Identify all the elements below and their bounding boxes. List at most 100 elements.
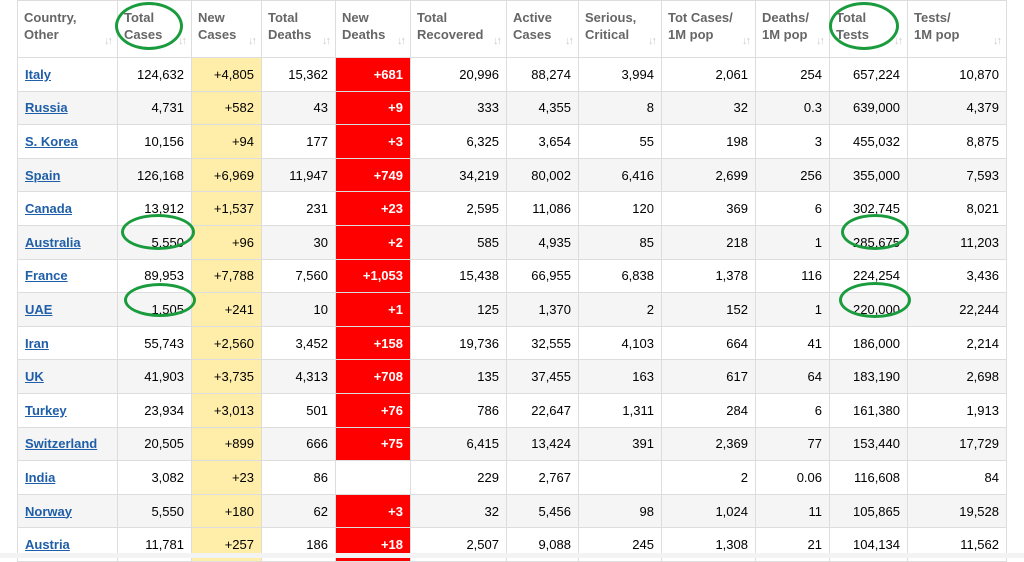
cell-total-cases: 5,550 — [117, 224, 192, 260]
cell-new-deaths: +75 — [335, 426, 411, 462]
column-header-line2: Other — [24, 27, 59, 42]
cell-tests-1m: 8,875 — [907, 124, 1007, 159]
sort-arrows-icon[interactable]: ↓↑ — [816, 35, 825, 47]
column-header-serious-critical[interactable]: Serious, Critical ↓↑ — [578, 0, 662, 58]
column-header-line2: Cases — [513, 27, 552, 42]
cell-deaths-1m: 41 — [755, 325, 830, 361]
cell-country: S. Korea — [17, 124, 118, 159]
sort-arrows-icon[interactable]: ↓↑ — [565, 35, 574, 47]
country-link[interactable]: UK — [25, 369, 44, 385]
sort-arrows-icon[interactable]: ↓↑ — [178, 35, 187, 47]
sort-arrows-icon[interactable]: ↓↑ — [993, 35, 1002, 47]
cell-new-cases: +582 — [191, 90, 262, 126]
column-header-country[interactable]: Country, Other ↓↑ — [17, 0, 118, 58]
country-link[interactable]: Russia — [25, 100, 68, 116]
country-link[interactable]: Switzerland — [25, 436, 98, 452]
country-link[interactable]: S. Korea — [25, 133, 78, 149]
cell-tot-cases-1m: 198 — [661, 124, 756, 159]
cell-active-cases: 88,274 — [506, 57, 579, 92]
cell-new-cases: +899 — [191, 426, 262, 462]
column-header-line1: Tot Cases/ — [668, 10, 733, 25]
country-link[interactable]: Spain — [25, 167, 61, 183]
cell-new-deaths: +3 — [335, 493, 411, 529]
column-header-total-recovered[interactable]: Total Recovered ↓↑ — [410, 0, 507, 58]
cell-new-deaths: +1 — [335, 292, 411, 327]
column-header-line1: Total — [268, 10, 299, 25]
cell-active-cases: 66,955 — [506, 258, 579, 294]
cell-tests-1m: 22,244 — [907, 292, 1007, 327]
cell-total-deaths: 62 — [261, 493, 336, 529]
sort-arrows-icon[interactable]: ↓↑ — [648, 35, 657, 47]
cell-total-deaths: 15,362 — [261, 57, 336, 92]
country-link[interactable]: Norway — [25, 503, 72, 519]
column-header-line2: 1M pop — [762, 27, 808, 42]
cell-total-deaths: 43 — [261, 90, 336, 126]
cell-new-deaths: +23 — [335, 191, 411, 226]
country-link[interactable]: UAE — [25, 301, 53, 317]
cell-serious-critical: 163 — [578, 359, 662, 394]
cell-serious-critical: 1,311 — [578, 392, 662, 428]
sort-arrows-icon[interactable]: ↓↑ — [104, 35, 113, 47]
sort-arrows-icon[interactable]: ↓↑ — [248, 35, 257, 47]
cell-total-deaths: 10 — [261, 292, 336, 327]
country-link[interactable]: Iran — [25, 335, 49, 351]
sort-arrows-icon[interactable]: ↓↑ — [322, 35, 331, 47]
cell-deaths-1m: 1 — [755, 224, 830, 260]
sort-arrows-icon[interactable]: ↓↑ — [397, 35, 406, 47]
country-link[interactable]: Australia — [25, 234, 81, 250]
cell-new-deaths: +749 — [335, 157, 411, 193]
country-link[interactable]: Turkey — [25, 402, 67, 418]
cell-tests-1m: 10,870 — [907, 57, 1007, 92]
cell-active-cases: 37,455 — [506, 359, 579, 394]
cell-country: Australia — [17, 224, 118, 260]
column-header-new-deaths[interactable]: New Deaths ↓↑ — [335, 0, 411, 58]
cell-deaths-1m: 77 — [755, 426, 830, 462]
column-header-tot-cases-1m[interactable]: Tot Cases/1M pop ↓↑ — [661, 0, 756, 58]
table-header: Country, Other ↓↑ Total Cases ↓↑ New Cases ↓↑ Tot… — [17, 0, 1007, 58]
cell-serious-critical: 3,994 — [578, 57, 662, 92]
column-header-line1: Total — [417, 10, 448, 25]
country-link[interactable]: Canada — [25, 201, 72, 217]
column-header-total-cases[interactable]: Total Cases ↓↑ — [117, 0, 192, 58]
cell-deaths-1m: 11 — [755, 493, 830, 529]
cell-new-deaths: +708 — [335, 359, 411, 394]
table-row: Switzerland 20,505 +899 666 +75 6,415 13,424 39… — [17, 426, 1007, 462]
cell-tot-cases-1m: 664 — [661, 325, 756, 361]
column-header-total-tests[interactable]: Total Tests ↓↑ — [829, 0, 908, 58]
cell-tot-cases-1m: 2,061 — [661, 57, 756, 92]
cell-tot-cases-1m: 2,699 — [661, 157, 756, 193]
column-header-deaths-1m[interactable]: Deaths/1M pop ↓↑ — [755, 0, 830, 58]
column-header-active-cases[interactable]: Active Cases ↓↑ — [506, 0, 579, 58]
cell-total-tests: 186,000 — [829, 325, 908, 361]
cell-total-recovered: 333 — [410, 90, 507, 126]
cell-new-cases: +3,013 — [191, 392, 262, 428]
sort-arrows-icon[interactable]: ↓↑ — [894, 35, 903, 47]
country-link[interactable]: India — [25, 469, 56, 485]
cell-country: Iran — [17, 325, 118, 361]
cell-active-cases: 22,647 — [506, 392, 579, 428]
column-header-tests-1m[interactable]: Tests/1M pop ↓↑ — [907, 0, 1007, 58]
cell-total-cases: 55,743 — [117, 325, 192, 361]
sort-arrows-icon[interactable]: ↓↑ — [742, 35, 751, 47]
cell-tests-1m: 4,379 — [907, 90, 1007, 126]
cell-tot-cases-1m: 369 — [661, 191, 756, 226]
country-link[interactable]: France — [25, 268, 68, 284]
country-link[interactable]: Italy — [25, 66, 52, 82]
cell-tot-cases-1m: 218 — [661, 224, 756, 260]
table-row: Russia 4,731 +582 43 +9 333 4,355 8 32 0.3 639,000… — [17, 90, 1007, 126]
column-header-total-deaths[interactable]: Total Deaths ↓↑ — [261, 0, 336, 58]
cell-total-tests: 220,000 — [829, 292, 908, 327]
cell-total-recovered: 125 — [410, 292, 507, 327]
cell-country: Turkey — [17, 392, 118, 428]
table-row: Spain 126,168 +6,969 11,947 +749 34,219 80,002… — [17, 157, 1007, 193]
cell-total-cases: 4,731 — [117, 90, 192, 126]
cell-tests-1m: 3,436 — [907, 258, 1007, 294]
cell-serious-critical: 98 — [578, 493, 662, 529]
country-link[interactable]: Austria — [25, 537, 70, 553]
sort-arrows-icon[interactable]: ↓↑ — [493, 35, 502, 47]
cell-serious-critical: 55 — [578, 124, 662, 159]
column-header-new-cases[interactable]: New Cases ↓↑ — [191, 0, 262, 58]
table-row: France 89,953 +7,788 7,560 +1,053 15,438 66,95… — [17, 258, 1007, 294]
cell-total-tests: 657,224 — [829, 57, 908, 92]
cell-total-recovered: 2,595 — [410, 191, 507, 226]
